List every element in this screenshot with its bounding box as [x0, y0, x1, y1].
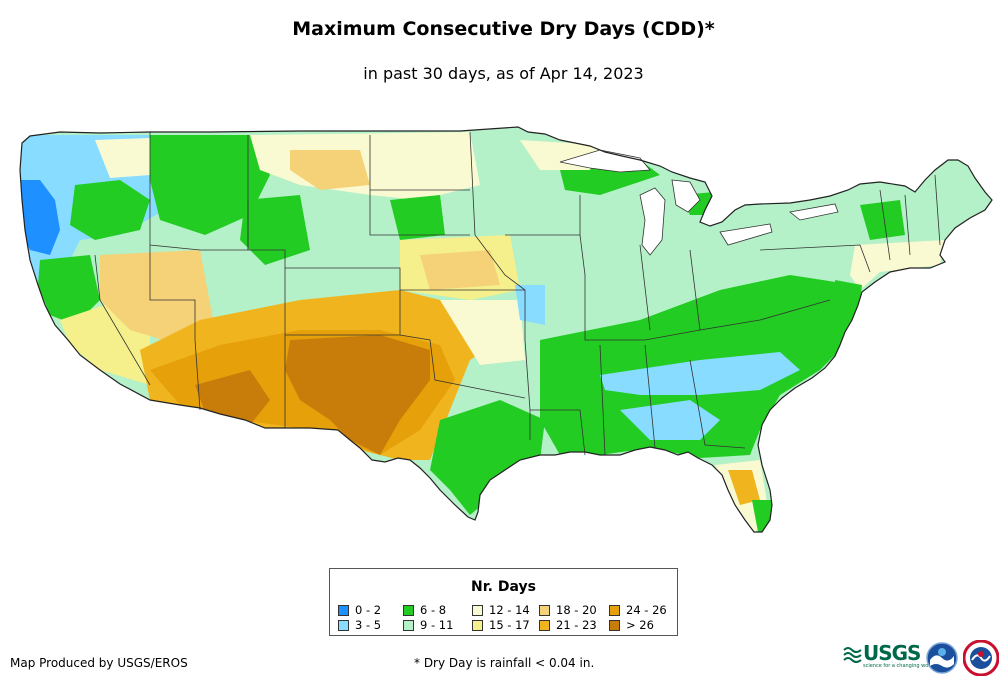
legend-swatch	[539, 605, 550, 616]
legend-label: 12 - 14	[489, 603, 530, 617]
legend-swatch	[403, 620, 414, 631]
zone-18-20	[290, 150, 370, 190]
usgs-wave-icon	[843, 647, 862, 663]
dry-day-note: * Dry Day is rainfall < 0.04 in.	[414, 656, 595, 670]
legend-swatch	[609, 620, 620, 631]
credit-text: Map Produced by USGS/EROS	[10, 656, 188, 670]
zone-3-5	[620, 400, 720, 440]
zone-6-8	[240, 195, 310, 265]
zone-12-14	[850, 240, 945, 290]
zone-gt-26	[285, 335, 430, 455]
legend-label: 0 - 2	[355, 603, 382, 617]
zone-12-14	[95, 138, 150, 178]
nws-logo-icon	[963, 640, 999, 676]
zone-21-23	[728, 470, 760, 505]
zone-gt-26	[195, 370, 270, 425]
zone-12-14	[440, 300, 525, 365]
zone-6-8	[70, 180, 150, 240]
usgs-logo: USGS science for a changing world	[843, 641, 935, 669]
state-borders	[94, 131, 941, 456]
zone-12-14	[250, 132, 480, 200]
legend-label: 15 - 17	[489, 618, 530, 632]
map-subtitle: in past 30 days, as of Apr 14, 2023	[363, 64, 644, 83]
legend-label: 6 - 8	[420, 603, 447, 617]
great-lakes	[559, 149, 839, 256]
usgs-tagline: science for a changing world	[863, 663, 935, 669]
zone-6-8	[860, 200, 905, 240]
legend-swatch	[472, 620, 483, 631]
zone-3-5	[515, 285, 545, 325]
noaa-logo-icon	[926, 642, 958, 674]
legend-label: 24 - 26	[626, 603, 667, 617]
legend-swatch	[338, 605, 349, 616]
legend-item: 21 - 23	[539, 619, 597, 632]
zone-18-20	[420, 250, 500, 290]
map-title: Maximum Consecutive Dry Days (CDD)*	[292, 18, 715, 40]
legend-item: 9 - 11	[403, 619, 453, 632]
legend-label: 9 - 11	[420, 618, 454, 632]
legend-item: 3 - 5	[338, 619, 381, 632]
zone-18-20	[100, 250, 215, 345]
legend-item: 18 - 20	[539, 604, 597, 617]
legend-title: Nr. Days	[471, 579, 536, 595]
legend-label: 21 - 23	[556, 618, 597, 632]
legend-item: 0 - 2	[338, 604, 381, 617]
zone-6-8	[430, 400, 545, 515]
zone-6-8	[390, 195, 445, 240]
cdd-zones	[20, 132, 945, 532]
legend-label: 18 - 20	[556, 603, 597, 617]
usgs-logo-text: USGS	[863, 641, 921, 665]
zone-3-5	[600, 352, 800, 395]
legend-label: > 26	[626, 618, 654, 632]
legend-swatch	[472, 605, 483, 616]
legend-item: 24 - 26	[609, 604, 667, 617]
legend-item: 6 - 8	[403, 604, 446, 617]
legend-item: 12 - 14	[472, 604, 530, 617]
legend-item: > 26	[609, 619, 654, 632]
legend-swatch	[338, 620, 349, 631]
zone-6-8	[38, 255, 100, 325]
legend-swatch	[403, 605, 414, 616]
zone-0-2	[20, 180, 60, 255]
legend-swatch	[609, 605, 620, 616]
zone-6-8	[150, 135, 270, 235]
legend-label: 3 - 5	[355, 618, 382, 632]
legend-swatch	[539, 620, 550, 631]
legend-item: 15 - 17	[472, 619, 530, 632]
